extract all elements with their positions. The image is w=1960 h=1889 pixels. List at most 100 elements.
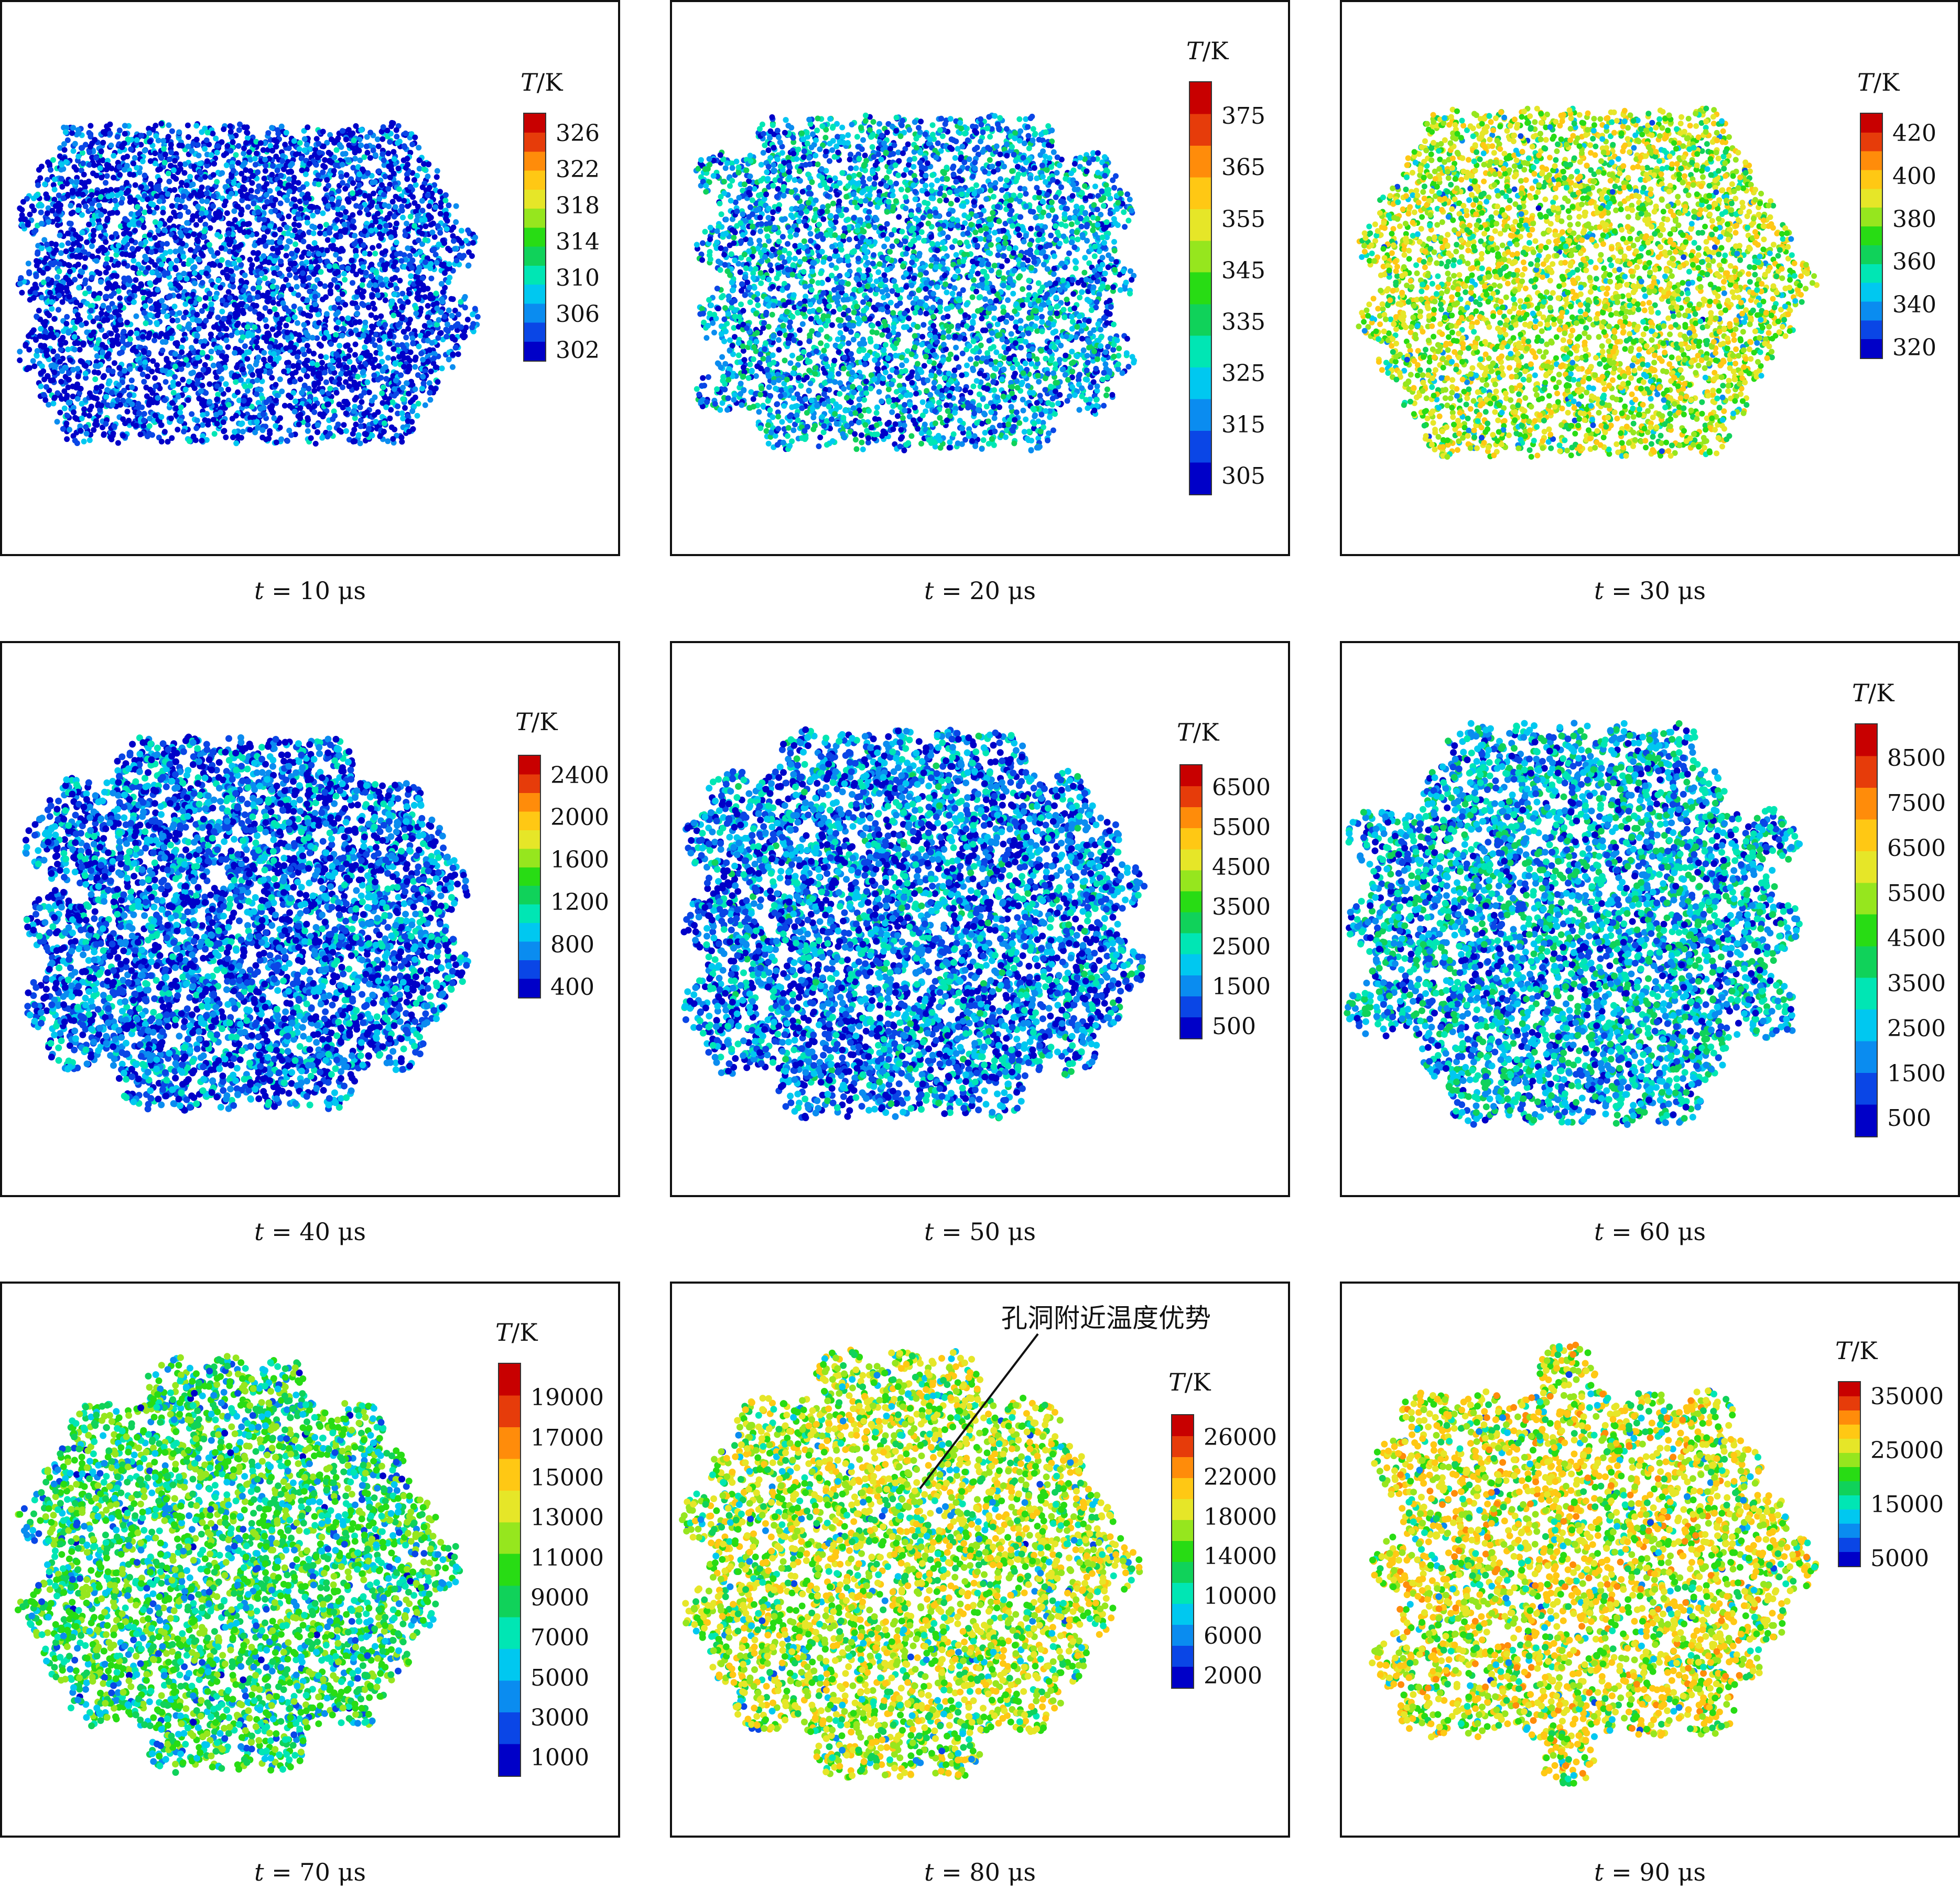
particle-cluster-image bbox=[15, 1353, 463, 1776]
colorbar-tick-label: 3500 bbox=[1887, 972, 1946, 995]
panel-t80 bbox=[670, 1282, 1290, 1838]
colorbar-tick-label: 26000 bbox=[1204, 1426, 1277, 1449]
colorbar-tick-label: 322 bbox=[556, 158, 600, 181]
colorbar bbox=[498, 1363, 521, 1777]
colorbar-tick-label: 5500 bbox=[1212, 816, 1271, 839]
colorbar-tick-label: 11000 bbox=[530, 1546, 604, 1570]
particle-cluster-image bbox=[679, 1347, 1143, 1781]
panel-t10 bbox=[0, 0, 620, 556]
colorbar-tick-label: 18000 bbox=[1204, 1505, 1277, 1529]
panel-t20 bbox=[670, 0, 1290, 556]
colorbar-title: T/K bbox=[1857, 68, 1900, 96]
caption-t70: t = 70 μs bbox=[0, 1858, 620, 1886]
colorbar-title: T/K bbox=[1186, 37, 1229, 65]
colorbar-tick-label: 6500 bbox=[1212, 776, 1271, 799]
colorbar-title: T/K bbox=[495, 1318, 538, 1347]
colorbar-tick-label: 305 bbox=[1221, 465, 1265, 488]
caption-t50: t = 50 μs bbox=[670, 1218, 1290, 1246]
colorbar-tick-label: 800 bbox=[550, 933, 594, 957]
colorbar-tick-label: 35000 bbox=[1870, 1385, 1944, 1408]
colorbar-tick-label: 9000 bbox=[530, 1586, 589, 1610]
colorbar bbox=[523, 113, 546, 362]
colorbar bbox=[1860, 113, 1883, 359]
colorbar-tick-label: 5000 bbox=[530, 1666, 589, 1690]
colorbar-tick-label: 1200 bbox=[550, 891, 609, 914]
panel-t40 bbox=[0, 641, 620, 1197]
colorbar-tick-label: 320 bbox=[1892, 336, 1936, 360]
colorbar-tick-label: 15000 bbox=[1870, 1493, 1944, 1516]
caption-t40: t = 40 μs bbox=[0, 1218, 620, 1246]
colorbar-tick-label: 1600 bbox=[550, 849, 609, 872]
colorbar-tick-label: 326 bbox=[556, 122, 600, 145]
colorbar-title: T/K bbox=[1168, 1368, 1211, 1396]
colorbar-tick-label: 8500 bbox=[1887, 747, 1946, 770]
colorbar-tick-label: 15000 bbox=[530, 1466, 604, 1490]
colorbar-tick-label: 400 bbox=[550, 976, 594, 999]
caption-t80: t = 80 μs bbox=[670, 1858, 1290, 1886]
colorbar-tick-label: 360 bbox=[1892, 251, 1936, 274]
colorbar bbox=[1171, 1414, 1194, 1689]
caption-t60: t = 60 μs bbox=[1340, 1218, 1960, 1246]
particle-cluster-image bbox=[693, 112, 1137, 453]
colorbar-tick-label: 4500 bbox=[1212, 855, 1271, 879]
colorbar-tick-label: 335 bbox=[1221, 310, 1265, 334]
colorbar-tick-label: 10000 bbox=[1204, 1585, 1277, 1608]
particle-cluster-image bbox=[15, 120, 481, 447]
colorbar-tick-label: 1500 bbox=[1212, 975, 1271, 998]
colorbar-title: T/K bbox=[515, 708, 558, 736]
panel-t90 bbox=[1340, 1282, 1960, 1838]
colorbar-tick-label: 1000 bbox=[530, 1746, 589, 1769]
colorbar-tick-label: 340 bbox=[1892, 294, 1936, 317]
colorbar-tick-label: 380 bbox=[1892, 208, 1936, 231]
colorbar-tick-label: 2000 bbox=[550, 806, 609, 829]
colorbar-tick-label: 310 bbox=[556, 266, 600, 290]
colorbar-tick-label: 3000 bbox=[530, 1707, 589, 1730]
colorbar bbox=[1179, 764, 1203, 1039]
panel-t50 bbox=[670, 641, 1290, 1197]
colorbar-tick-label: 13000 bbox=[530, 1506, 604, 1529]
colorbar-tick-label: 7000 bbox=[530, 1626, 589, 1649]
panel-t70 bbox=[0, 1282, 620, 1838]
colorbar-tick-label: 5500 bbox=[1887, 882, 1946, 905]
colorbar-tick-label: 5000 bbox=[1870, 1547, 1929, 1570]
colorbar-tick-label: 315 bbox=[1221, 414, 1265, 437]
colorbar bbox=[518, 755, 541, 998]
colorbar-title: T/K bbox=[1852, 679, 1894, 707]
colorbar-tick-label: 375 bbox=[1221, 105, 1265, 128]
colorbar-title: T/K bbox=[521, 68, 563, 96]
colorbar bbox=[1189, 81, 1212, 495]
caption-t10: t = 10 μs bbox=[0, 577, 620, 605]
colorbar-tick-label: 345 bbox=[1221, 259, 1265, 283]
colorbar-tick-label: 6000 bbox=[1204, 1625, 1262, 1648]
colorbar-tick-label: 318 bbox=[556, 194, 600, 218]
colorbar bbox=[1855, 723, 1878, 1137]
colorbar-tick-label: 25000 bbox=[1870, 1439, 1944, 1462]
colorbar-tick-label: 500 bbox=[1212, 1015, 1256, 1038]
colorbar-tick-label: 500 bbox=[1887, 1107, 1931, 1130]
colorbar-tick-label: 22000 bbox=[1204, 1465, 1277, 1489]
colorbar-tick-label: 314 bbox=[556, 231, 600, 254]
annotation-label: 孔洞附近温度优势 bbox=[1001, 1297, 1211, 1335]
caption-t30: t = 30 μs bbox=[1340, 577, 1960, 605]
colorbar-tick-label: 306 bbox=[556, 302, 600, 326]
colorbar-tick-label: 17000 bbox=[530, 1426, 604, 1450]
particle-cluster-image bbox=[1356, 105, 1820, 460]
colorbar-tick-label: 355 bbox=[1221, 208, 1265, 231]
colorbar-tick-label: 365 bbox=[1221, 156, 1265, 179]
caption-t90: t = 90 μs bbox=[1340, 1858, 1960, 1886]
particle-cluster-image bbox=[22, 733, 471, 1114]
particle-cluster-image bbox=[680, 726, 1148, 1122]
colorbar-tick-label: 400 bbox=[1892, 165, 1936, 188]
colorbar-tick-label: 2400 bbox=[550, 764, 609, 787]
particle-cluster-image bbox=[1344, 720, 1803, 1128]
colorbar-tick-label: 2500 bbox=[1887, 1017, 1946, 1040]
colorbar-tick-label: 4500 bbox=[1887, 927, 1946, 950]
colorbar-tick-label: 14000 bbox=[1204, 1545, 1277, 1568]
caption-t20: t = 20 μs bbox=[670, 577, 1290, 605]
colorbar bbox=[1838, 1381, 1861, 1567]
colorbar-tick-label: 6500 bbox=[1887, 837, 1946, 860]
colorbar-tick-label: 302 bbox=[556, 339, 600, 362]
colorbar-tick-label: 2500 bbox=[1212, 936, 1271, 959]
particle-cluster-image bbox=[1369, 1341, 1820, 1787]
colorbar-tick-label: 420 bbox=[1892, 122, 1936, 145]
